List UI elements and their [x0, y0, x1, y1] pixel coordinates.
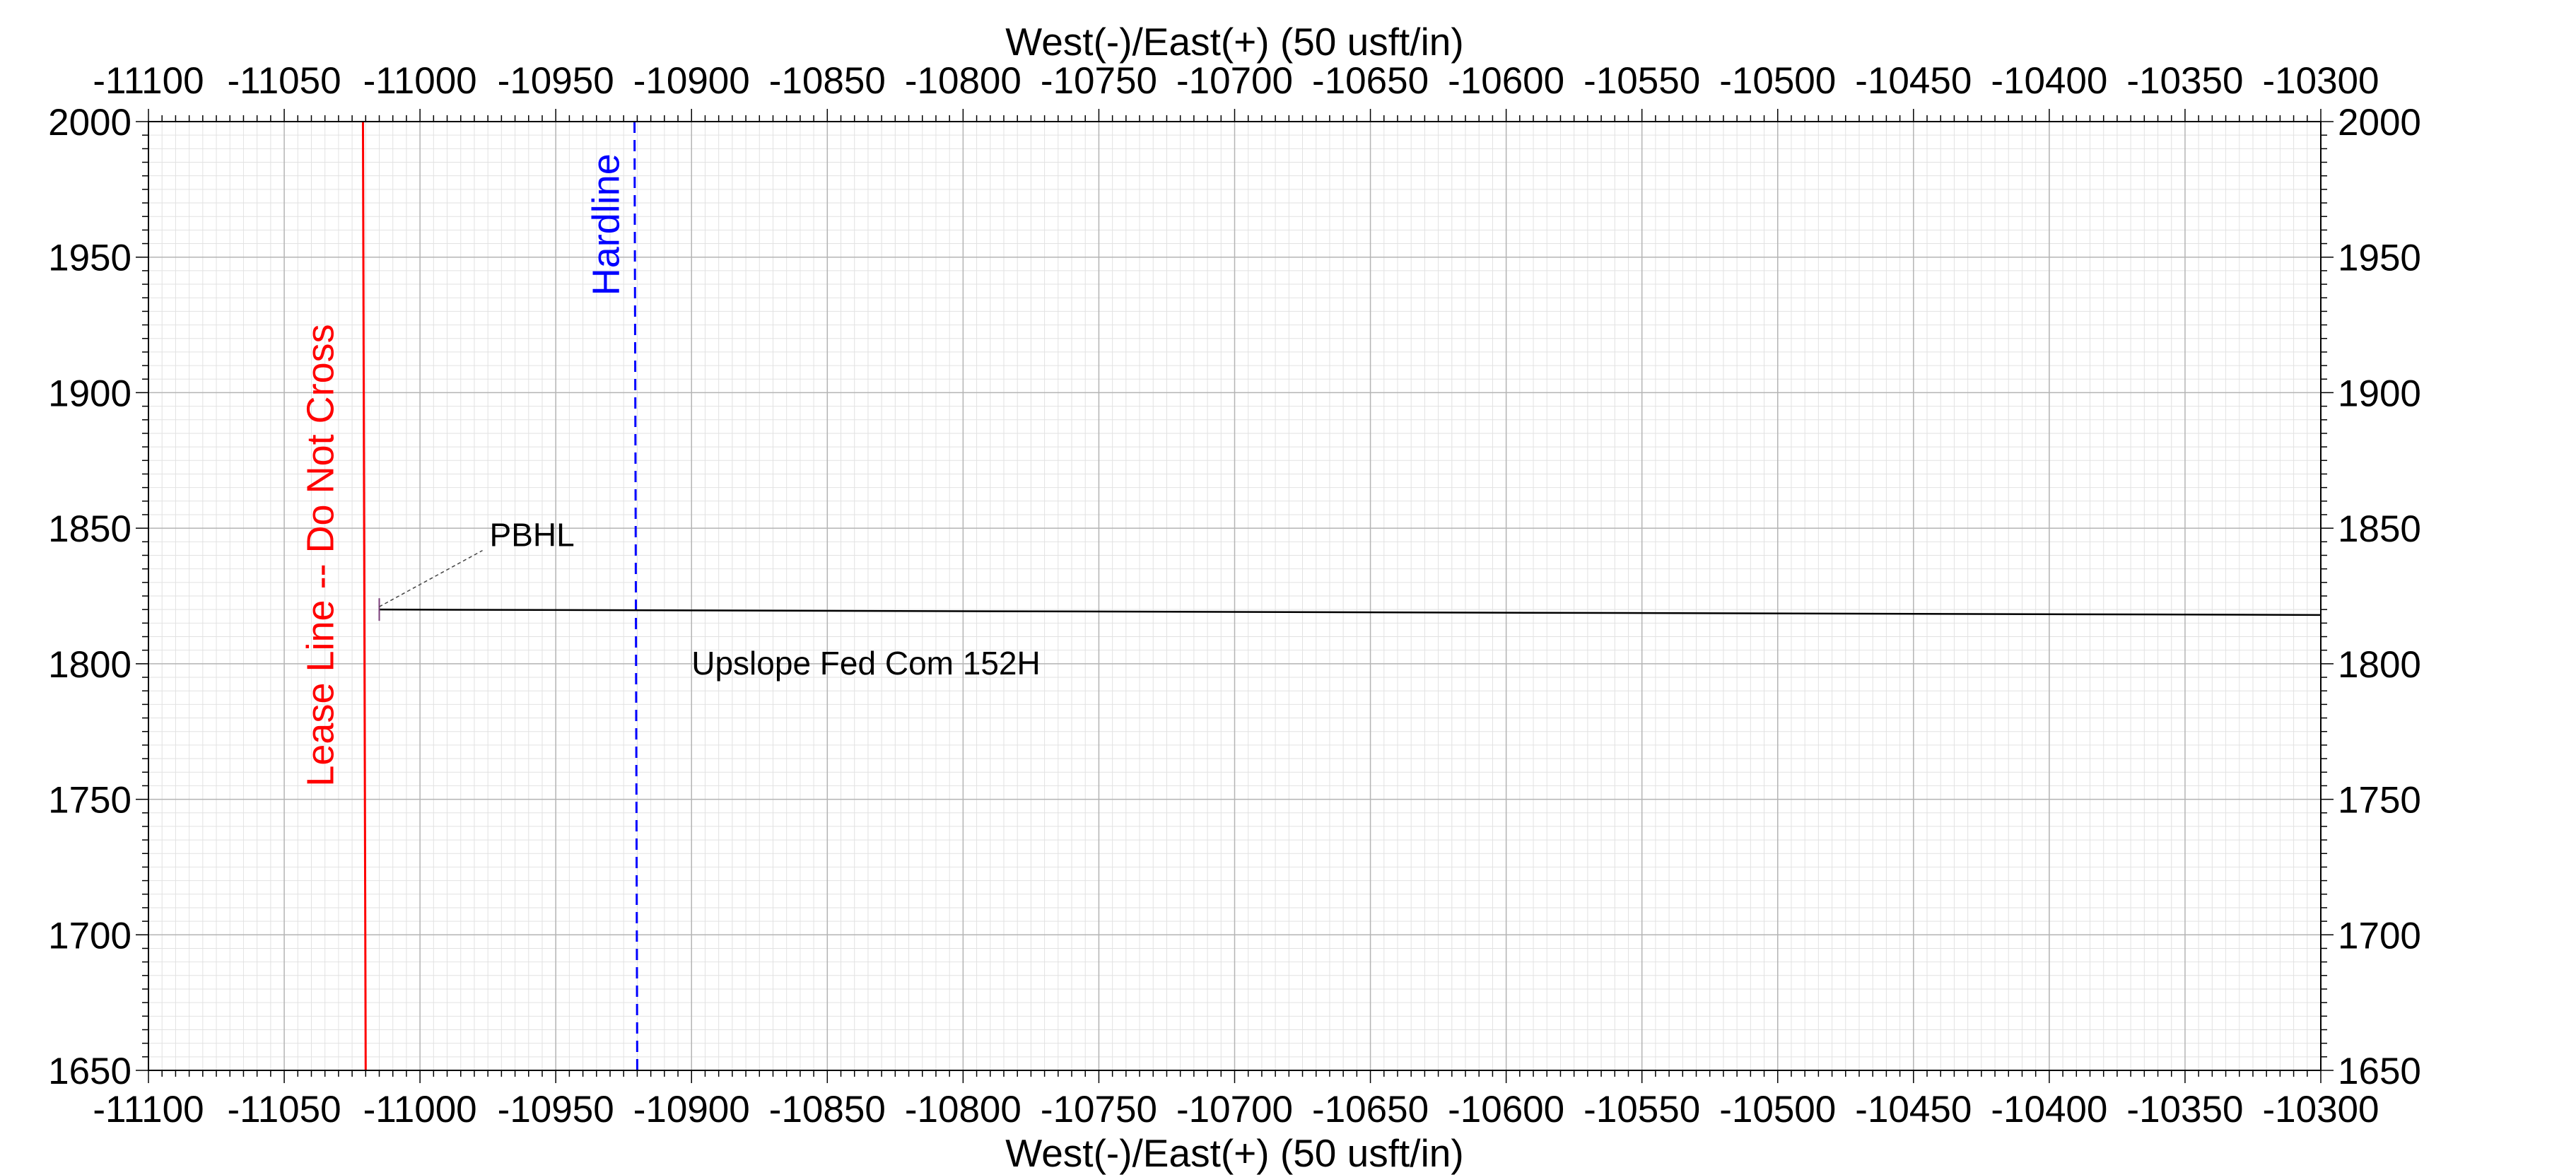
x-tick-label-top: -10650: [1312, 60, 1429, 102]
x-tick-label-top: -10550: [1583, 60, 1700, 102]
y-tick-label-left: 2000: [48, 102, 131, 144]
x-tick-label-top: -10450: [1855, 60, 1972, 102]
wellbore-name-label: Upslope Fed Com 152H: [691, 645, 1040, 682]
y-tick-label-left: 1700: [48, 915, 131, 957]
y-tick-label-right: 1900: [2338, 373, 2421, 414]
x-tick-label-top: -10500: [1719, 60, 1836, 102]
x-tick-label-bottom: -10550: [1583, 1089, 1700, 1130]
x-tick-label-top: -10900: [633, 60, 750, 102]
y-tick-label-left: 1750: [48, 780, 131, 822]
x-axis-title-bottom: West(-)/East(+) (50 usft/in): [1005, 1131, 1463, 1175]
x-tick-label-bottom: -10900: [633, 1089, 750, 1130]
x-tick-label-top: -10950: [498, 60, 614, 102]
x-tick-label-bottom: -10700: [1176, 1089, 1293, 1130]
x-tick-label-bottom: -11100: [93, 1089, 204, 1130]
y-tick-label-left: 1650: [48, 1051, 131, 1092]
wellbore-series: Upslope Fed Com 152H: [380, 598, 2321, 682]
x-tick-label-top: -11100: [93, 60, 204, 102]
x-tick-label-top: -11050: [228, 60, 341, 102]
y-tick-label-right: 1750: [2338, 780, 2421, 822]
y-tick-label-left: 1850: [48, 508, 131, 550]
x-tick-label-bottom: -11050: [228, 1089, 341, 1130]
x-tick-label-bottom: -10650: [1312, 1089, 1429, 1130]
x-tick-label-bottom: -10950: [498, 1089, 614, 1130]
x-tick-label-top: -10400: [1991, 60, 2107, 102]
x-tick-label-top: -10850: [769, 60, 886, 102]
x-tick-label-bottom: -10500: [1719, 1089, 1836, 1130]
x-tick-label-bottom: -10400: [1991, 1089, 2107, 1130]
x-tick-label-top: -10800: [905, 60, 1021, 102]
y-tick-label-right: 1950: [2338, 238, 2421, 279]
y-tick-label-left: 1950: [48, 238, 131, 279]
x-tick-label-top: -11000: [363, 60, 477, 102]
y-tick-label-left: 1900: [48, 373, 131, 414]
lease-line-label: Lease Line -- Do Not Cross: [299, 324, 341, 786]
x-tick-label-top: -10700: [1176, 60, 1293, 102]
y-tick-label-right: 1800: [2338, 644, 2421, 686]
x-tick-label-bottom: -10600: [1448, 1089, 1564, 1130]
x-tick-label-bottom: -11000: [363, 1089, 477, 1130]
y-tick-label-right: 2000: [2338, 102, 2421, 144]
pbhl-label: PBHL: [490, 517, 575, 554]
x-tick-label-bottom: -10300: [2262, 1089, 2379, 1130]
x-tick-label-bottom: -10750: [1041, 1089, 1157, 1130]
x-tick-label-top: -10750: [1041, 60, 1157, 102]
wellbore-path-line: [380, 609, 2321, 615]
x-tick-label-bottom: -10800: [905, 1089, 1021, 1130]
pbhl-leader-line: [380, 551, 483, 607]
x-tick-label-top: -10600: [1448, 60, 1564, 102]
x-tick-label-bottom: -10450: [1855, 1089, 1972, 1130]
x-tick-label-bottom: -10350: [2126, 1089, 2243, 1130]
lease-line-line: [363, 122, 365, 1070]
y-tick-label-right: 1850: [2338, 508, 2421, 550]
y-tick-label-right: 1700: [2338, 915, 2421, 957]
x-tick-label-bottom: -10850: [769, 1089, 886, 1130]
x-axis-title-top: West(-)/East(+) (50 usft/in): [1005, 20, 1463, 64]
x-tick-label-top: -10300: [2262, 60, 2379, 102]
hardline-label: Hardline: [585, 153, 628, 296]
chart-annotations: PBHL: [380, 517, 575, 607]
y-tick-label-left: 1800: [48, 644, 131, 686]
y-tick-label-right: 1650: [2338, 1051, 2421, 1092]
x-tick-label-top: -10350: [2126, 60, 2243, 102]
